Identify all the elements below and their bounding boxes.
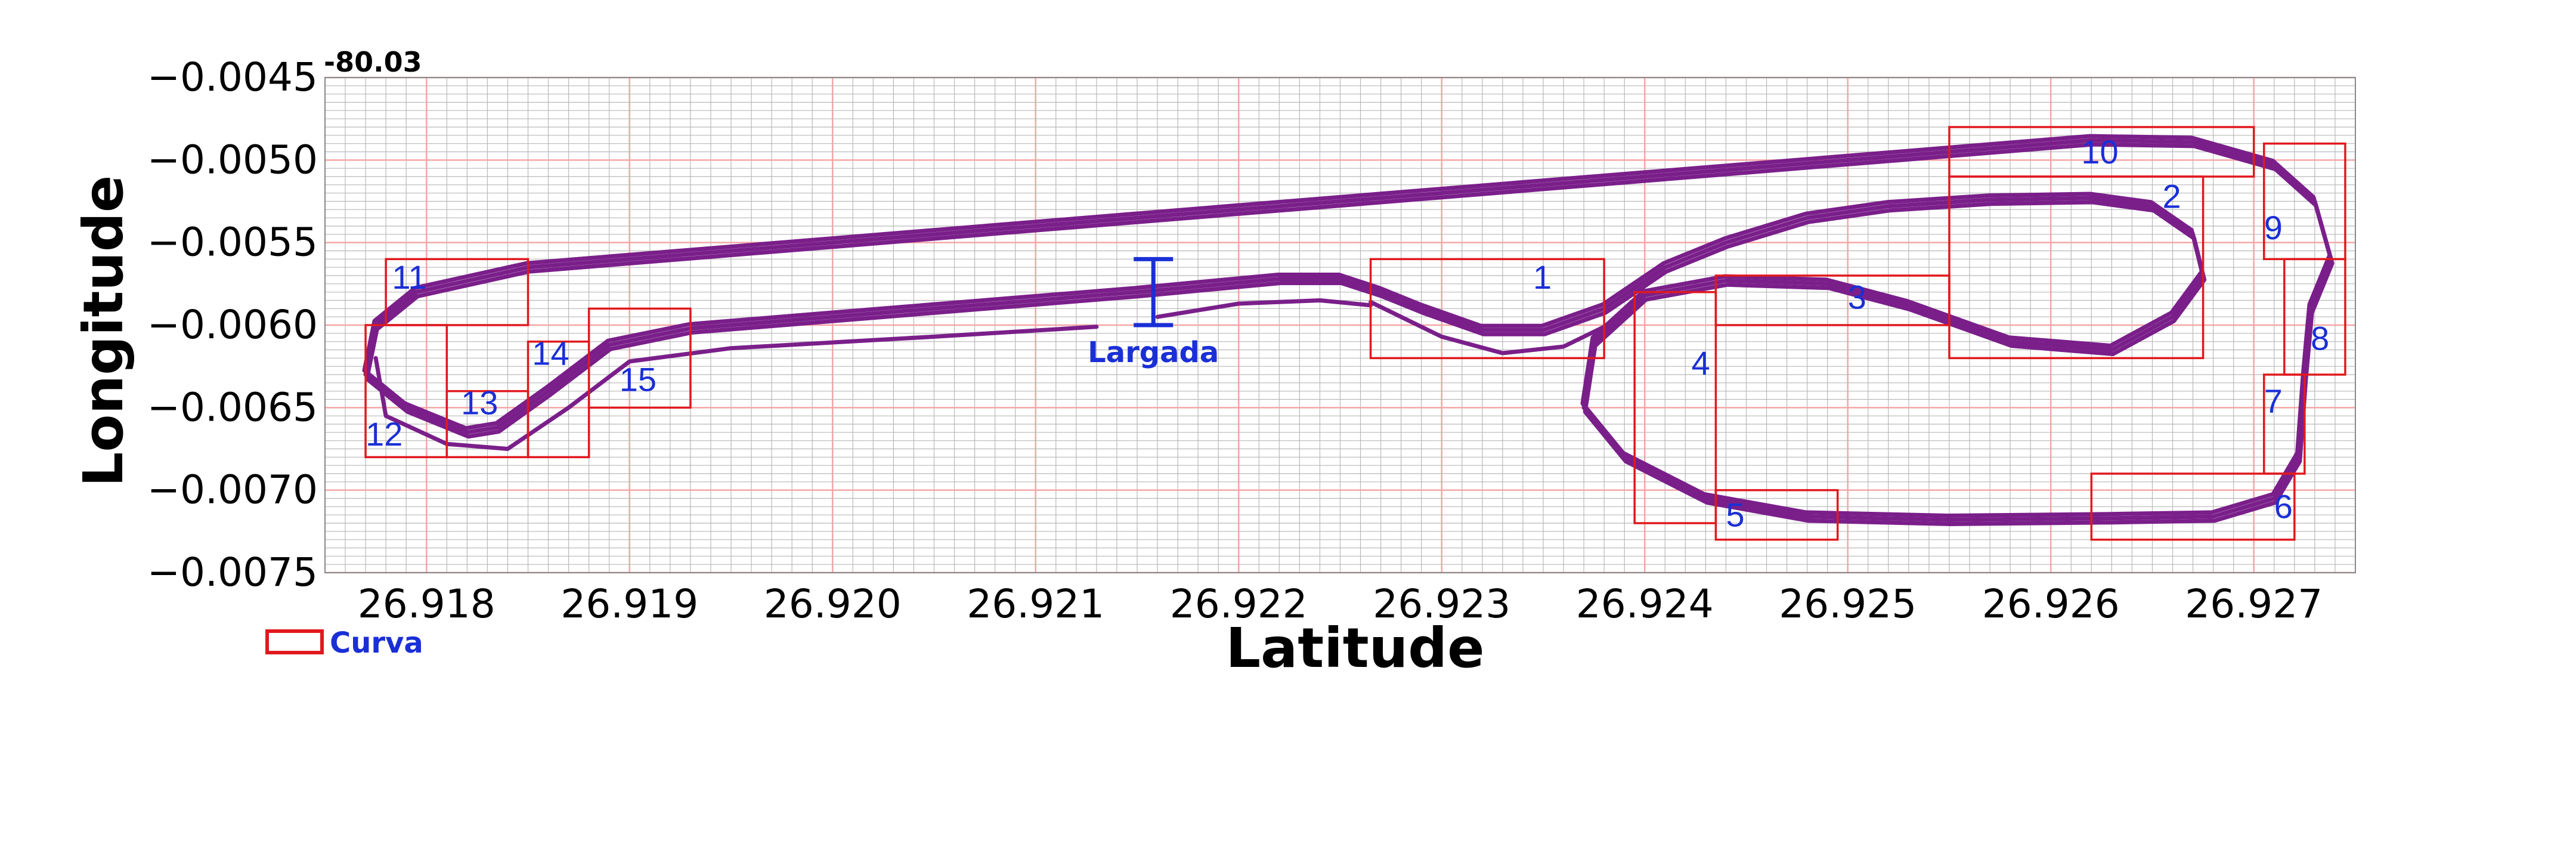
y-tick-label: −0.0065 — [147, 384, 318, 430]
y-tick-label: −0.0055 — [147, 220, 318, 265]
y-offset-label: -80.03 — [324, 46, 422, 78]
y-tick-label: −0.0070 — [147, 467, 318, 513]
curve-label-9: 9 — [2264, 209, 2283, 246]
x-tick-label: 26.920 — [764, 581, 902, 627]
curve-box-6 — [2090, 472, 2296, 541]
track-line-4 — [1155, 298, 1373, 319]
x-tick-label: 26.922 — [1170, 581, 1308, 627]
start-marker: Largada — [1088, 257, 1219, 369]
curve-label-4: 4 — [1692, 344, 1710, 382]
legend-swatch — [265, 629, 324, 654]
y-tick-label: −0.0075 — [147, 549, 318, 595]
plot-area — [324, 77, 2356, 573]
curve-label-8: 8 — [2311, 320, 2329, 357]
curve-label-3: 3 — [1848, 278, 1866, 316]
start-label: Largada — [1088, 336, 1219, 369]
x-tick-labels: 26.918 26.919 26.920 26.921 26.922 26.923 26.9… — [358, 581, 2323, 627]
curve-box-10 — [1948, 126, 2255, 178]
y-tick-label: −0.0045 — [147, 54, 318, 100]
x-tick-label: 26.924 — [1576, 581, 1714, 627]
track-lines — [362, 134, 2334, 526]
x-tick-label: 26.918 — [358, 581, 496, 627]
curve-label-6: 6 — [2274, 488, 2293, 526]
y-tick-labels: −0.0045 −0.0050 −0.0055 −0.0060 −0.0065 −0.00… — [147, 54, 318, 595]
curve-box-1 — [1369, 258, 1605, 360]
curve-box-11 — [385, 258, 530, 326]
curve-label-15: 15 — [620, 361, 657, 398]
curve-box-4 — [1633, 291, 1717, 524]
curve-box-5 — [1714, 489, 1839, 541]
curve-label-7: 7 — [2264, 382, 2283, 420]
x-axis-title: Latitude — [1226, 616, 1485, 680]
x-tick-label: 26.921 — [967, 581, 1104, 627]
curve-label-11: 11 — [392, 258, 426, 296]
curve-label-12: 12 — [366, 415, 402, 453]
legend: Curva — [265, 626, 423, 660]
legend-label: Curva — [330, 626, 423, 660]
track-line-1 — [364, 142, 2334, 526]
x-tick-label: 26.925 — [1779, 581, 1916, 627]
curve-label-10: 10 — [2081, 133, 2118, 171]
curve-label-13: 13 — [461, 384, 498, 421]
x-tick-label: 26.919 — [561, 581, 698, 627]
curve-label-14: 14 — [532, 334, 569, 372]
x-tick-label: 26.923 — [1373, 581, 1510, 627]
y-axis-title: Longitude — [72, 175, 135, 487]
track-line-2 — [1368, 299, 1627, 356]
x-tick-label: 26.927 — [2185, 581, 2323, 627]
curve-label-2: 2 — [2163, 178, 2181, 215]
curve-box-15 — [587, 307, 692, 409]
y-tick-label: −0.0050 — [147, 137, 318, 183]
plot-grid — [324, 76, 2356, 574]
track-line-1 — [362, 134, 2332, 518]
curve-box-9 — [2263, 142, 2346, 261]
curve-label-1: 1 — [1533, 258, 1552, 296]
track-line-3 — [373, 325, 1099, 451]
y-tick-label: −0.0060 — [147, 302, 318, 348]
curve-label-5: 5 — [1726, 496, 1744, 534]
x-tick-label: 26.926 — [1982, 581, 2120, 627]
